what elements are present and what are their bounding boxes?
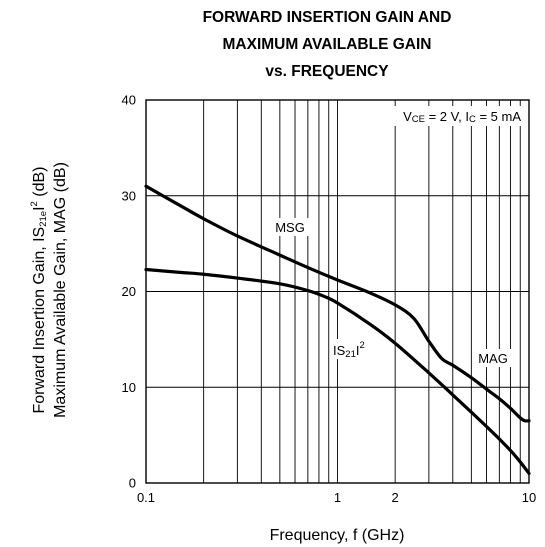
msg-mag-curve <box>144 184 531 423</box>
s21-annotation: IS21I2 <box>333 340 365 360</box>
msg-label-background <box>271 218 309 236</box>
y-axis-label: Forward Insertion Gain, IS21eI2 (dB) Max… <box>29 162 69 418</box>
s21-curve <box>144 267 531 476</box>
chart-title-line-3: vs. FREQUENCY <box>265 63 389 80</box>
condition-label-background <box>365 106 525 126</box>
y-tick-label: 40 <box>122 93 136 108</box>
y-tick-label: 20 <box>122 284 136 299</box>
mag-annotation: MAG <box>478 351 508 366</box>
y-axis-label-line-2: Maximum Available Gain, MAG (dB) <box>52 162 69 418</box>
x-tick-label: 1 <box>334 490 341 505</box>
x-axis-label: Frequency, f (GHz) <box>270 527 405 544</box>
x-tick-labels: 0.1 1 2 10 <box>137 490 536 505</box>
curves <box>144 184 531 476</box>
y-tick-labels: 0 10 20 30 40 <box>122 93 136 491</box>
y-axis-label-line-1: Forward Insertion Gain, IS21eI2 (dB) <box>29 166 49 413</box>
x-tick-label: 0.1 <box>137 490 155 505</box>
s21-label-background <box>330 339 374 359</box>
x-tick-label: 2 <box>392 490 399 505</box>
y-tick-label: 0 <box>129 476 136 491</box>
msg-annotation: MSG <box>275 220 305 235</box>
grid <box>146 100 529 483</box>
chart-title-line-2: MAXIMUM AVAILABLE GAIN <box>223 36 432 53</box>
mag-label-background <box>473 349 513 367</box>
y-tick-label: 30 <box>122 188 136 203</box>
x-tick-label: 10 <box>522 490 536 505</box>
plot-frame <box>145 99 530 484</box>
y-tick-label: 10 <box>122 380 136 395</box>
condition-label: VCE = 2 V, IC = 5 mA <box>403 109 521 125</box>
chart-title-line-1: FORWARD INSERTION GAIN AND <box>203 9 452 26</box>
